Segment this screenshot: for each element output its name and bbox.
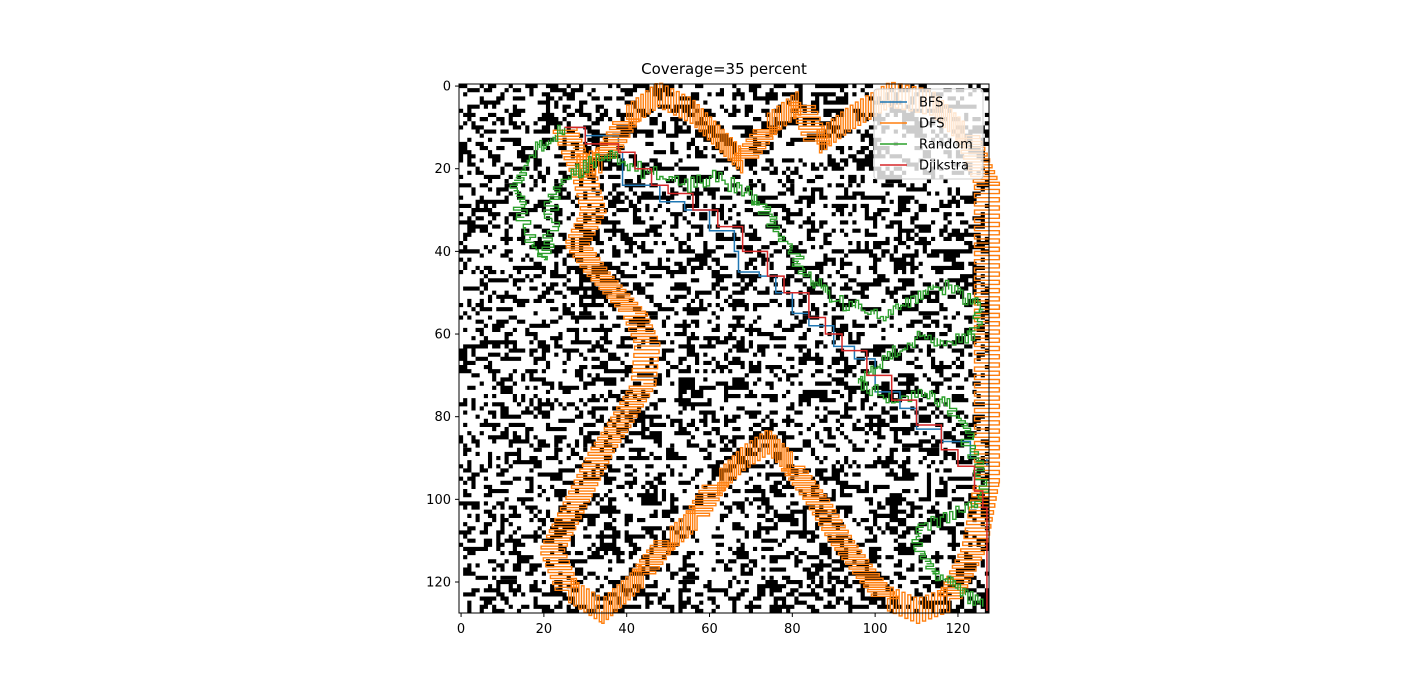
x-axis: 0 20 40 60 80 100 120	[457, 613, 970, 637]
x-tick-label: 0	[457, 622, 465, 637]
y-tick-label: 0	[443, 80, 451, 95]
y-tick-label: 100	[426, 493, 451, 508]
y-tick-label: 60	[434, 328, 451, 343]
legend-label-dfs: DFS	[919, 117, 945, 132]
x-tick-label: 100	[863, 622, 888, 637]
series-random	[509, 124, 990, 607]
series-dfs	[540, 81, 1001, 625]
path-series-layer	[509, 81, 1001, 625]
y-tick-label: 120	[426, 576, 451, 591]
x-tick-label: 60	[701, 622, 718, 637]
y-tick-label: 20	[434, 162, 451, 177]
legend-label-random: Random	[919, 138, 973, 153]
legend-frame	[873, 88, 984, 180]
y-tick-label: 40	[434, 245, 451, 260]
y-tick-label: 80	[434, 410, 451, 425]
x-tick-label: 40	[618, 622, 635, 637]
legend-label-bfs: BFS	[919, 96, 943, 111]
x-tick-label: 80	[784, 622, 801, 637]
legend: BFS DFS Random Djikstra	[873, 88, 984, 180]
x-tick-label: 20	[536, 622, 553, 637]
chart-title: Coverage=35 percent	[641, 60, 807, 78]
plot-frame	[458, 83, 990, 614]
y-axis: 0 20 40 60 80 100 120	[426, 80, 459, 591]
x-tick-label: 120	[946, 622, 971, 637]
series-djikstra	[564, 126, 988, 611]
legend-label-djikstra: Djikstra	[919, 159, 969, 174]
